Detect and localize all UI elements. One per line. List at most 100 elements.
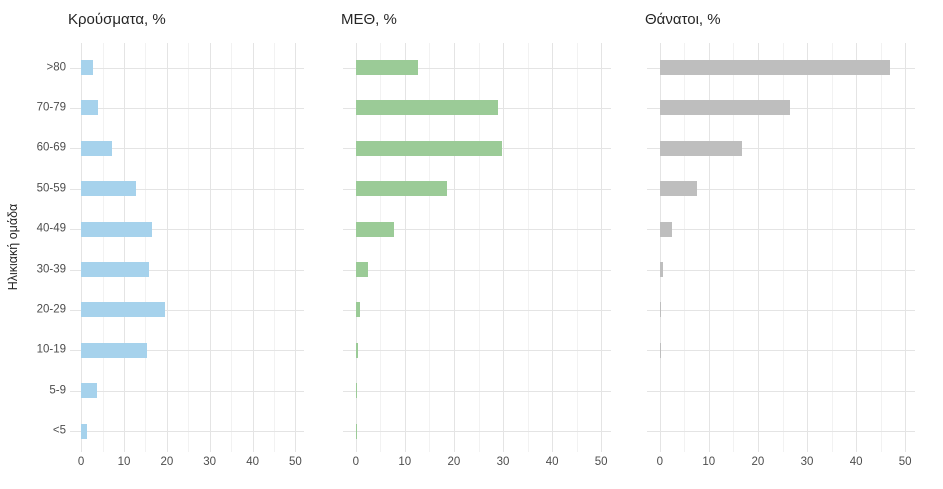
- gridline-vertical-minor: [684, 43, 686, 452]
- x-tick-label-cases: 50: [288, 456, 302, 468]
- x-tick-label-icu: 0: [352, 456, 359, 468]
- x-tick-label-icu: 50: [594, 456, 608, 468]
- gridline-vertical-major: [166, 43, 168, 452]
- chart-panel-cases: [70, 43, 304, 452]
- x-tick-label-cases: 20: [160, 456, 174, 468]
- y-tick-label: 20-29: [36, 303, 66, 316]
- x-tick-label-cases: 40: [246, 456, 259, 468]
- bar-cases-row-9: [81, 383, 97, 399]
- gridline-vertical-major: [552, 43, 554, 452]
- gridline-horizontal: [70, 229, 304, 231]
- gridline-horizontal: [343, 390, 611, 392]
- gridline-vertical-minor: [274, 43, 275, 452]
- bar-cases-row-4: [81, 181, 137, 197]
- gridline-vertical-major: [355, 43, 357, 452]
- bar-icu-row-7: [355, 302, 361, 318]
- bar-cases-row-3: [81, 140, 113, 156]
- bar-cases-row-2: [81, 100, 99, 116]
- gridline-horizontal: [70, 148, 304, 150]
- gridline-horizontal: [647, 229, 915, 231]
- gridline-vertical-minor: [782, 43, 784, 452]
- gridline-horizontal: [343, 188, 611, 190]
- gridline-horizontal: [70, 309, 304, 311]
- chart-title-cases: Κρούσματα, %: [68, 11, 166, 28]
- gridline-vertical-minor: [380, 43, 382, 452]
- gridline-vertical-major: [807, 43, 808, 452]
- gridline-vertical-major: [757, 43, 759, 452]
- x-tick-label-deaths: 20: [751, 456, 765, 468]
- bar-cases-row-6: [81, 262, 149, 277]
- bar-deaths-row-5: [659, 221, 673, 237]
- y-tick-label: 50-59: [36, 181, 66, 194]
- y-tick-label: >80: [46, 60, 66, 73]
- gridline-horizontal: [343, 229, 611, 231]
- gridline-vertical-major: [659, 43, 661, 452]
- x-tick-label-deaths: 40: [849, 456, 863, 468]
- gridline-vertical-major: [124, 43, 125, 452]
- x-tick-label-cases: 0: [77, 456, 85, 468]
- gridline-horizontal: [343, 350, 611, 352]
- y-axis-title: Ηλικιακή ομάδα: [6, 203, 20, 291]
- gridline-horizontal: [70, 188, 304, 190]
- chart-title-deaths: Θάνατοι, %: [645, 11, 721, 28]
- bar-cases-row-1: [81, 60, 94, 75]
- bar-deaths-row-3: [659, 140, 743, 156]
- gridline-horizontal: [343, 67, 611, 69]
- bar-icu-row-9: [355, 383, 357, 399]
- gridline-vertical-major: [708, 43, 710, 452]
- bar-icu-row-5: [355, 221, 395, 237]
- gridline-vertical-minor: [231, 43, 233, 452]
- gridline-horizontal: [70, 107, 304, 109]
- x-tick-label-deaths: 10: [702, 456, 716, 468]
- gridline-horizontal: [343, 269, 611, 271]
- x-tick-label-cases: 30: [203, 456, 217, 468]
- gridline-horizontal: [70, 350, 304, 352]
- chart-panel-deaths: [647, 43, 915, 452]
- x-tick-label-cases: 10: [117, 456, 131, 468]
- gridline-vertical-minor: [733, 43, 735, 452]
- gridline-horizontal: [647, 269, 915, 271]
- gridline-vertical-minor: [478, 43, 480, 452]
- bar-deaths-row-6: [659, 262, 664, 277]
- gridline-vertical-minor: [880, 43, 882, 452]
- gridline-vertical-minor: [831, 43, 833, 452]
- y-tick-label: 5-9: [49, 383, 66, 396]
- bar-deaths-row-2: [659, 100, 790, 116]
- x-tick-label-icu: 20: [447, 456, 461, 468]
- gridline-horizontal: [70, 390, 304, 392]
- bar-icu-row-2: [355, 100, 498, 116]
- gridline-horizontal: [647, 188, 915, 190]
- gridline-horizontal: [647, 350, 915, 352]
- gridline-vertical-minor: [145, 43, 147, 452]
- chart-title-icu: ΜΕΘ, %: [341, 11, 397, 28]
- gridline-horizontal: [343, 309, 611, 311]
- bar-deaths-row-4: [659, 181, 698, 197]
- gridline-vertical-major: [209, 43, 211, 452]
- x-tick-label-icu: 10: [398, 456, 412, 468]
- gridline-horizontal: [647, 431, 915, 433]
- gridline-vertical-major: [503, 43, 504, 452]
- bar-icu-row-6: [355, 262, 369, 277]
- gridline-horizontal: [647, 390, 915, 392]
- gridline-horizontal: [70, 431, 304, 433]
- bar-icu-row-4: [355, 181, 447, 197]
- bar-deaths-row-1: [659, 60, 890, 75]
- bar-cases-row-8: [81, 342, 148, 358]
- bar-icu-row-8: [355, 342, 359, 358]
- gridline-vertical-major: [905, 43, 907, 452]
- gridline-vertical-major: [295, 43, 297, 452]
- bar-cases-row-7: [81, 302, 165, 318]
- x-tick-label-deaths: 0: [656, 456, 663, 468]
- bar-icu-row-3: [355, 140, 503, 156]
- x-tick-label-icu: 30: [496, 456, 510, 468]
- y-tick-label: 60-69: [36, 141, 66, 154]
- y-tick-label: 30-39: [36, 262, 66, 275]
- bar-deaths-row-8: [659, 342, 661, 358]
- y-tick-label: <5: [52, 424, 66, 437]
- gridline-horizontal: [70, 67, 304, 69]
- gridline-vertical-major: [252, 43, 254, 452]
- gridline-horizontal: [343, 431, 611, 433]
- gridline-horizontal: [70, 269, 304, 271]
- bar-icu-row-1: [355, 60, 418, 75]
